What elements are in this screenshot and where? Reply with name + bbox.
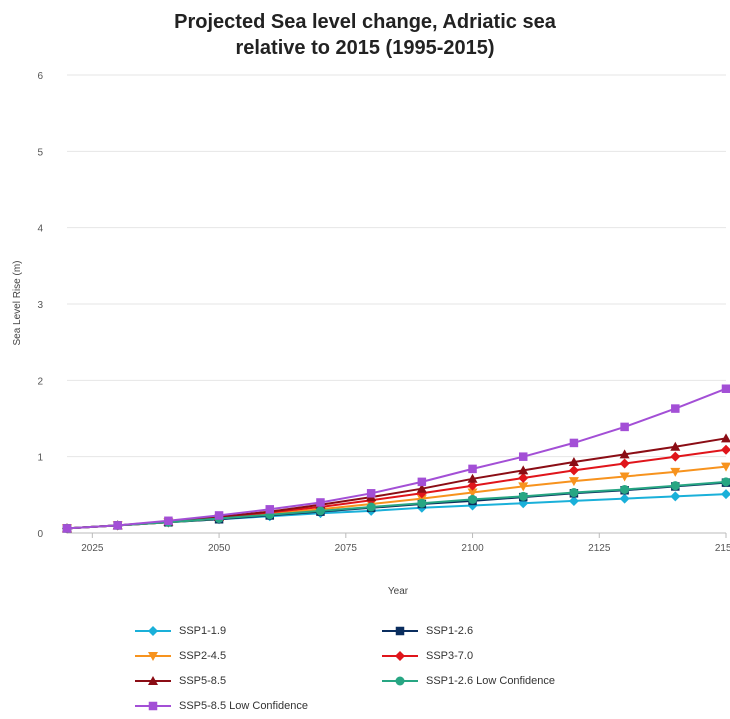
data-point-ssp2-4-5 [619,472,630,482]
legend-marker-icon [133,698,173,714]
x-tick-label: 2050 [208,543,231,554]
gridlines [67,74,727,538]
data-point-ssp3-7-0 [619,458,630,469]
data-point-ssp5-8-5-low-confidence [62,524,72,533]
y-tick-label: 6 [37,71,43,82]
data-point-ssp2-4-5 [670,467,681,477]
data-point-ssp2-4-5 [721,462,730,472]
legend-marker-icon [133,673,173,689]
data-point-ssp3-7-0 [467,480,478,491]
legend-label: SSP5-8.5 [179,675,227,687]
series-ssp5-8-5 [62,433,730,533]
data-point-ssp3-7-0 [670,451,681,462]
data-point-ssp5-8-5 [721,433,730,443]
legend-item-ssp2-4-5[interactable]: SSP2-4.5 [133,648,226,664]
data-point-ssp5-8-5 [518,465,529,475]
legend-label: SSP5-8.5 Low Confidence [179,700,309,712]
x-tick-label: 2075 [335,543,358,554]
series-ssp1-2-6-low-confidence [62,477,730,533]
series-lines [62,384,730,534]
data-point-ssp3-7-0 [568,465,579,476]
data-point-ssp5-8-5-low-confidence [214,511,224,520]
data-point-ssp1-1-9 [721,489,730,500]
legend-marker-icon [380,648,420,664]
data-point-ssp5-8-5-low-confidence [721,384,730,393]
data-point-ssp1-2-6-low-confidence [518,491,528,501]
legend-item-ssp5-8-5-low-confidence[interactable]: SSP5-8.5 Low Confidence [133,698,308,714]
y-tick-label: 1 [37,453,43,464]
data-point-ssp5-8-5-low-confidence [265,505,275,514]
data-point-ssp5-8-5 [619,449,630,459]
y-axis-label: Sea Level Rise (m) [12,260,23,345]
data-point-ssp1-2-6-low-confidence [569,488,579,498]
data-point-ssp1-1-9 [568,495,579,506]
tick-labels: 0 1 2 3 4 5 6 2025 2050 2075 2100 2125 2150 [37,71,730,554]
data-point-ssp1-1-9 [619,493,630,504]
data-point-ssp3-7-0 [721,444,730,455]
data-point-ssp2-4-5 [518,482,529,492]
y-tick-label: 2 [37,376,43,387]
x-tick-label: 2025 [81,543,104,554]
data-point-ssp5-8-5 [467,473,478,483]
series-line-ssp1-2-6-low-confidence [66,480,727,530]
x-axis-label: Year [388,586,409,597]
legend-label: SSP2-4.5 [179,650,227,662]
data-point-ssp1-2-6-low-confidence [721,477,730,487]
data-point-ssp5-8-5-low-confidence [468,464,477,474]
y-tick-label: 3 [37,300,43,311]
legend-item-ssp3-7-0[interactable]: SSP3-7.0 [380,648,473,664]
data-point-ssp1-2-6-low-confidence [315,506,325,516]
chart-title-line-1: Projected Sea level change, Adriatic sea [174,11,556,33]
series-ssp5-8-5-low-confidence [62,384,730,533]
series-line-ssp5-8-5-low-confidence [66,387,727,530]
data-point-ssp5-8-5-low-confidence [366,489,376,498]
chart-title-line-2: relative to 2015 (1995-2015) [235,37,495,59]
x-tick-label: 2100 [461,543,484,554]
data-point-ssp5-8-5 [416,483,427,493]
x-tick-label: 2125 [588,543,611,554]
data-point-ssp5-8-5-low-confidence [164,516,173,526]
legend-label: SSP1-2.6 Low Confidence [426,675,556,687]
data-point-ssp5-8-5-low-confidence [316,498,325,507]
legend-marker-icon [380,673,420,689]
data-point-ssp1-2-6-low-confidence [366,502,376,512]
data-point-ssp5-8-5-low-confidence [569,438,579,448]
legend-marker-icon [380,623,420,639]
data-point-ssp5-8-5 [670,441,681,451]
data-point-ssp1-2-6-low-confidence [670,481,680,491]
data-point-ssp1-2-6-low-confidence [468,494,478,504]
legend-item-ssp1-2-6[interactable]: SSP1-2.6 [380,623,473,639]
data-point-ssp1-2-6-low-confidence [620,484,630,494]
y-tick-label: 0 [37,529,43,540]
data-point-ssp5-8-5-low-confidence [518,452,528,461]
legend-label: SSP1-1.9 [179,625,227,637]
legend-item-ssp1-2-6-low-confidence[interactable]: SSP1-2.6 Low Confidence [380,673,555,689]
x-tick-label: 2150 [715,543,730,554]
data-point-ssp3-7-0 [518,473,529,484]
series-ssp1-1-9 [62,489,730,534]
data-point-ssp1-1-9 [670,491,681,502]
legend-marker-icon [133,648,173,664]
y-tick-label: 4 [37,224,43,235]
data-point-ssp5-8-5-low-confidence [620,422,629,432]
data-point-ssp1-2-6-low-confidence [417,498,427,508]
data-point-ssp5-8-5-low-confidence [417,477,427,487]
data-point-ssp5-8-5 [568,457,579,467]
legend-label: SSP3-7.0 [426,650,474,662]
data-point-ssp5-8-5-low-confidence [671,404,680,413]
data-point-ssp2-4-5 [568,477,579,487]
legend-label: SSP1-2.6 [426,625,474,637]
legend-item-ssp5-8-5[interactable]: SSP5-8.5 [133,673,226,689]
data-point-ssp2-4-5 [467,488,478,498]
data-point-ssp5-8-5-low-confidence [113,521,122,530]
legend-item-ssp1-1-9[interactable]: SSP1-1.9 [133,623,226,639]
legend-marker-icon [133,623,173,639]
y-tick-label: 5 [37,147,43,158]
series-line-ssp5-8-5 [66,437,727,530]
